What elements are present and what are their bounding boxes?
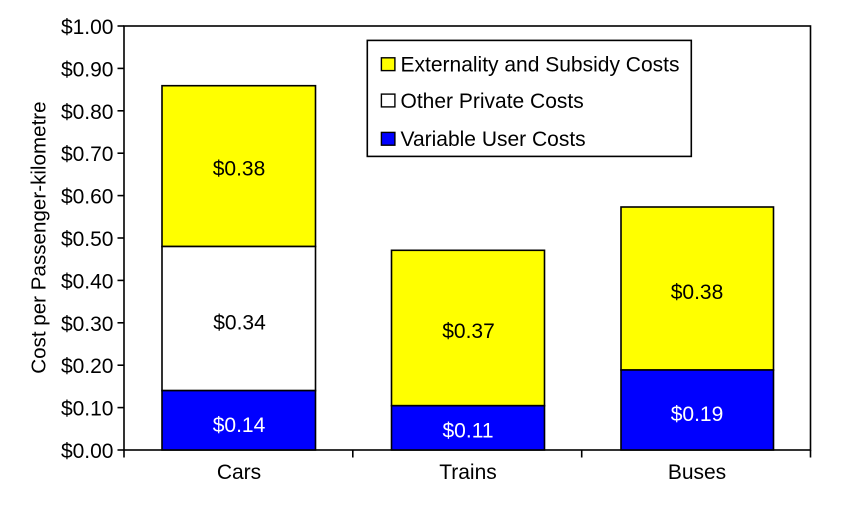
svg-text:Cost per Passenger-kilometre: Cost per Passenger-kilometre	[28, 101, 51, 373]
svg-text:$0.11: $0.11	[443, 420, 494, 443]
svg-text:$0.14: $0.14	[213, 414, 266, 437]
svg-text:Other Private Costs: Other Private Costs	[401, 90, 584, 113]
svg-text:$0.37: $0.37	[442, 320, 495, 343]
svg-text:$0.30: $0.30	[61, 313, 114, 336]
svg-text:$0.10: $0.10	[61, 398, 114, 421]
svg-text:Trains: Trains	[439, 461, 497, 484]
svg-text:$0.40: $0.40	[61, 270, 114, 293]
svg-text:$0.60: $0.60	[61, 186, 114, 209]
svg-text:$0.38: $0.38	[671, 281, 724, 304]
svg-text:$0.80: $0.80	[61, 101, 114, 124]
svg-text:$1.00: $1.00	[61, 16, 114, 39]
svg-text:Cars: Cars	[217, 461, 261, 484]
svg-text:$0.38: $0.38	[213, 158, 266, 181]
svg-text:$0.00: $0.00	[61, 440, 114, 463]
svg-text:Buses: Buses	[668, 461, 726, 484]
svg-text:Variable User Costs: Variable User Costs	[401, 128, 586, 151]
svg-text:$0.19: $0.19	[671, 403, 724, 426]
svg-text:$0.20: $0.20	[61, 355, 114, 378]
svg-text:Externality and Subsidy Costs: Externality and Subsidy Costs	[401, 54, 680, 77]
svg-text:$0.50: $0.50	[61, 228, 114, 251]
svg-text:$0.70: $0.70	[61, 143, 114, 166]
svg-text:$0.90: $0.90	[61, 58, 114, 81]
svg-text:$0.34: $0.34	[213, 312, 266, 335]
